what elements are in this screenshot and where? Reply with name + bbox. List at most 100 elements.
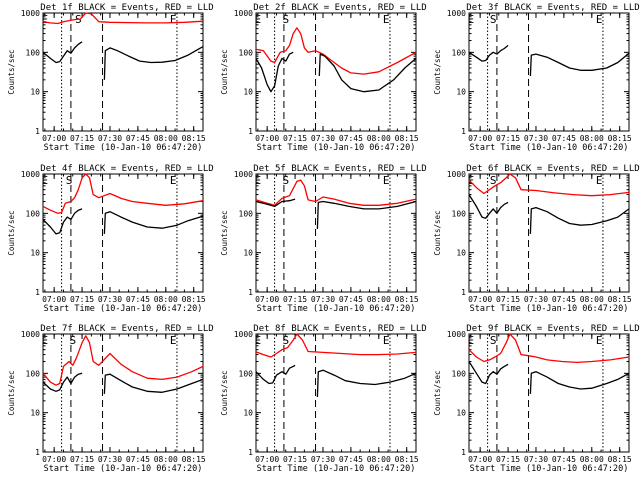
y-tick-label: 1000 — [447, 330, 466, 339]
x-tick-label: 07:15 — [496, 295, 520, 304]
interval-label: E — [468, 334, 475, 347]
events-series-line — [255, 198, 417, 230]
interval-label: E — [468, 174, 475, 187]
y-tick-label: 1 — [248, 448, 253, 457]
panel-det-5f: Det 5f BLACK = Events, RED = LLD 1 10 100 10… — [220, 164, 427, 314]
interval-label: S — [490, 13, 497, 26]
x-tick-label: 07:45 — [339, 134, 363, 143]
x-tick-label: 07:30 — [524, 455, 548, 464]
interval-label: E — [468, 13, 475, 26]
panel-title: Det 3f BLACK = Events, RED = LLD — [466, 3, 639, 13]
interval-label: E — [170, 334, 177, 347]
y-tick-label: 10 — [243, 88, 253, 97]
panel-det-6f: Det 6f BLACK = Events, RED = LLD 1 10 100 10… — [433, 164, 640, 314]
interval-label: E — [596, 13, 603, 26]
y-tick-label: 10 — [456, 88, 466, 97]
y-tick-label: 1 — [35, 448, 40, 457]
x-tick-label: 07:00 — [42, 295, 66, 304]
panel-title: Det 8f BLACK = Events, RED = LLD — [253, 324, 426, 334]
plot-frame — [468, 333, 630, 453]
y-axis-title: Counts/sec — [220, 210, 229, 255]
interval-label: S — [66, 174, 73, 187]
interval-label: E — [255, 174, 262, 187]
panel-det-4f: Det 4f BLACK = Events, RED = LLD 1 10 100 10… — [7, 164, 214, 314]
x-tick-label: 07:00 — [42, 134, 66, 143]
events-series-line — [255, 51, 417, 93]
interval-label: E — [170, 174, 177, 187]
x-tick-label: 08:15 — [608, 455, 632, 464]
x-tick-label: 07:45 — [126, 134, 150, 143]
interval-label: S — [282, 174, 289, 187]
plot-frame — [42, 173, 204, 293]
interval-label: S — [282, 13, 289, 26]
interval-label: E — [255, 334, 262, 347]
x-axis-title: Start Time (10-Jan-10 06:47:20) — [44, 304, 203, 314]
y-axis-title: Counts/sec — [7, 370, 16, 415]
interval-label: E — [170, 13, 177, 26]
y-tick-label: 10 — [30, 249, 40, 258]
lld-series-line — [42, 173, 204, 214]
lld-series-line — [255, 333, 417, 358]
y-tick-label: 10 — [456, 409, 466, 418]
x-tick-label: 07:00 — [468, 295, 492, 304]
interval-label: S — [490, 174, 497, 187]
x-tick-label: 07:15 — [70, 134, 94, 143]
y-tick-label: 1000 — [234, 330, 253, 339]
x-tick-label: 07:15 — [496, 455, 520, 464]
plot-frame — [468, 173, 630, 293]
panel-det-1f: Det 1f BLACK = Events, RED = LLD 1 10 100 10… — [7, 3, 214, 153]
interval-label: S — [282, 334, 289, 347]
y-tick-label: 1 — [461, 127, 466, 136]
x-tick-label: 07:45 — [126, 295, 150, 304]
x-tick-label: 07:30 — [98, 295, 122, 304]
x-axis-title: Start Time (10-Jan-10 06:47:20) — [44, 143, 203, 153]
y-tick-label: 1 — [248, 288, 253, 297]
x-axis-title: Start Time (10-Jan-10 06:47:20) — [44, 464, 203, 474]
y-tick-label: 1 — [248, 127, 253, 136]
plot-frame — [468, 12, 630, 132]
y-tick-label: 1000 — [447, 170, 466, 179]
events-series-line — [468, 44, 630, 77]
x-tick-label: 07:15 — [283, 295, 307, 304]
x-tick-label: 07:00 — [255, 295, 279, 304]
interval-label: E — [42, 174, 49, 187]
x-tick-label: 08:15 — [395, 455, 419, 464]
x-tick-label: 08:15 — [182, 295, 206, 304]
events-series-line — [42, 372, 204, 394]
x-axis-title: Start Time (10-Jan-10 06:47:20) — [257, 304, 416, 314]
y-tick-label: 1 — [461, 448, 466, 457]
x-tick-label: 07:30 — [98, 134, 122, 143]
x-tick-label: 07:15 — [496, 134, 520, 143]
x-tick-label: 07:30 — [524, 134, 548, 143]
x-tick-label: 07:00 — [42, 455, 66, 464]
lld-series-line — [468, 173, 630, 197]
y-tick-label: 1000 — [21, 330, 40, 339]
y-tick-label: 10 — [243, 409, 253, 418]
events-series-line — [468, 194, 630, 234]
x-tick-label: 08:00 — [580, 295, 604, 304]
x-axis-title: Start Time (10-Jan-10 06:47:20) — [257, 143, 416, 153]
y-tick-label: 1 — [461, 288, 466, 297]
x-tick-label: 08:15 — [395, 134, 419, 143]
events-series-line — [468, 361, 630, 394]
lld-series-line — [255, 179, 417, 206]
x-tick-label: 07:45 — [126, 455, 150, 464]
y-tick-label: 10 — [30, 409, 40, 418]
x-axis-title: Start Time (10-Jan-10 06:47:20) — [470, 464, 629, 474]
x-tick-label: 08:00 — [580, 455, 604, 464]
x-tick-label: 08:15 — [395, 295, 419, 304]
y-tick-label: 1 — [35, 127, 40, 136]
x-tick-label: 07:30 — [524, 295, 548, 304]
x-tick-label: 07:45 — [552, 295, 576, 304]
plot-frame — [42, 12, 204, 132]
x-tick-label: 08:15 — [182, 455, 206, 464]
x-tick-label: 08:00 — [367, 455, 391, 464]
lld-series-line — [42, 12, 204, 25]
plot-frame — [255, 12, 417, 132]
x-tick-label: 07:30 — [311, 295, 335, 304]
y-tick-label: 1000 — [447, 9, 466, 18]
interval-label: E — [383, 13, 390, 26]
x-tick-label: 08:15 — [182, 134, 206, 143]
panel-det-7f: Det 7f BLACK = Events, RED = LLD 1 10 100 10… — [7, 324, 214, 474]
